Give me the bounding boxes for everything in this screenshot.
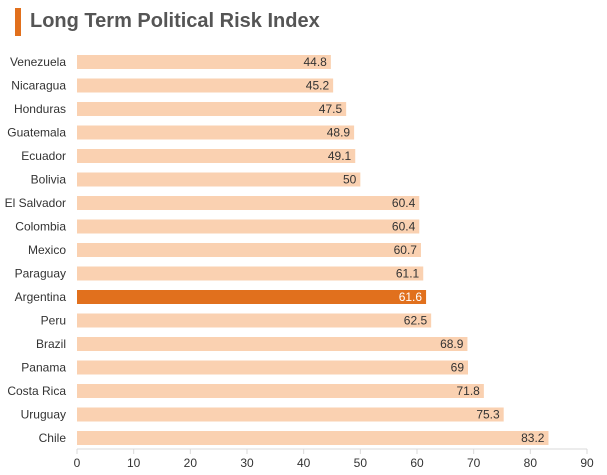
bar-paraguay (77, 266, 424, 281)
category-label-costa-rica: Costa Rica (7, 384, 66, 398)
bar-panama (77, 360, 468, 375)
bar-costa-rica (77, 384, 484, 398)
x-tick-label-0: 0 (74, 456, 81, 470)
value-label-honduras: 47.5 (319, 102, 343, 116)
bar-el-salvador (77, 196, 420, 210)
x-tick-label-80: 80 (524, 456, 538, 470)
x-tick-label-40: 40 (297, 456, 311, 470)
value-label-venezuela: 44.8 (304, 55, 328, 69)
x-tick-label-20: 20 (184, 456, 198, 470)
x-tick-label-10: 10 (127, 456, 141, 470)
category-label-bolivia: Bolivia (31, 173, 67, 187)
category-label-venezuela: Venezuela (10, 55, 66, 69)
category-label-panama: Panama (21, 361, 66, 375)
x-tick-label-70: 70 (467, 456, 481, 470)
value-label-guatemala: 48.9 (327, 126, 351, 140)
title-accent-bar (15, 8, 21, 36)
category-label-honduras: Honduras (14, 102, 66, 116)
category-label-ecuador: Ecuador (21, 149, 66, 163)
bar-honduras (77, 102, 347, 116)
x-tick-label-60: 60 (410, 456, 424, 470)
category-label-uruguay: Uruguay (21, 408, 66, 422)
x-tick-label-30: 30 (240, 456, 254, 470)
category-label-peru: Peru (41, 314, 66, 328)
category-label-chile: Chile (39, 431, 67, 445)
category-label-mexico: Mexico (28, 243, 66, 257)
value-label-nicaragua: 45.2 (306, 79, 330, 93)
category-label-nicaragua: Nicaragua (11, 79, 66, 93)
value-label-bolivia: 50 (343, 173, 357, 187)
value-label-argentina: 61.6 (399, 290, 423, 304)
bar-colombia (77, 219, 420, 234)
bar-mexico (77, 243, 421, 257)
x-tick-label-90: 90 (580, 456, 594, 470)
bar-ecuador (77, 149, 356, 163)
bar-chile (77, 431, 549, 445)
value-label-costa-rica: 71.8 (457, 384, 481, 398)
value-label-ecuador: 49.1 (328, 149, 352, 163)
value-label-mexico: 60.7 (394, 243, 418, 257)
bar-guatemala (77, 125, 355, 140)
category-label-el-salvador: El Salvador (5, 196, 66, 210)
value-label-panama: 69 (451, 361, 465, 375)
value-label-brazil: 68.9 (440, 337, 464, 351)
category-label-colombia: Colombia (15, 220, 66, 234)
value-label-paraguay: 61.1 (396, 267, 420, 281)
bar-nicaragua (77, 78, 334, 93)
chart-title: Long Term Political Risk Index (30, 10, 320, 32)
value-label-uruguay: 75.3 (476, 408, 500, 422)
category-label-paraguay: Paraguay (15, 267, 66, 281)
bar-venezuela (77, 55, 331, 69)
x-tick-label-50: 50 (354, 456, 368, 470)
category-label-brazil: Brazil (36, 337, 66, 351)
value-label-el-salvador: 60.4 (392, 196, 416, 210)
bar-peru (77, 313, 432, 328)
value-label-chile: 83.2 (521, 431, 545, 445)
category-label-guatemala: Guatemala (7, 126, 66, 140)
bar-uruguay (77, 407, 504, 422)
bar-argentina (77, 290, 427, 304)
bar-bolivia (77, 172, 361, 187)
value-label-colombia: 60.4 (392, 220, 416, 234)
category-label-argentina: Argentina (15, 290, 67, 304)
value-label-peru: 62.5 (404, 314, 428, 328)
bar-brazil (77, 337, 468, 351)
